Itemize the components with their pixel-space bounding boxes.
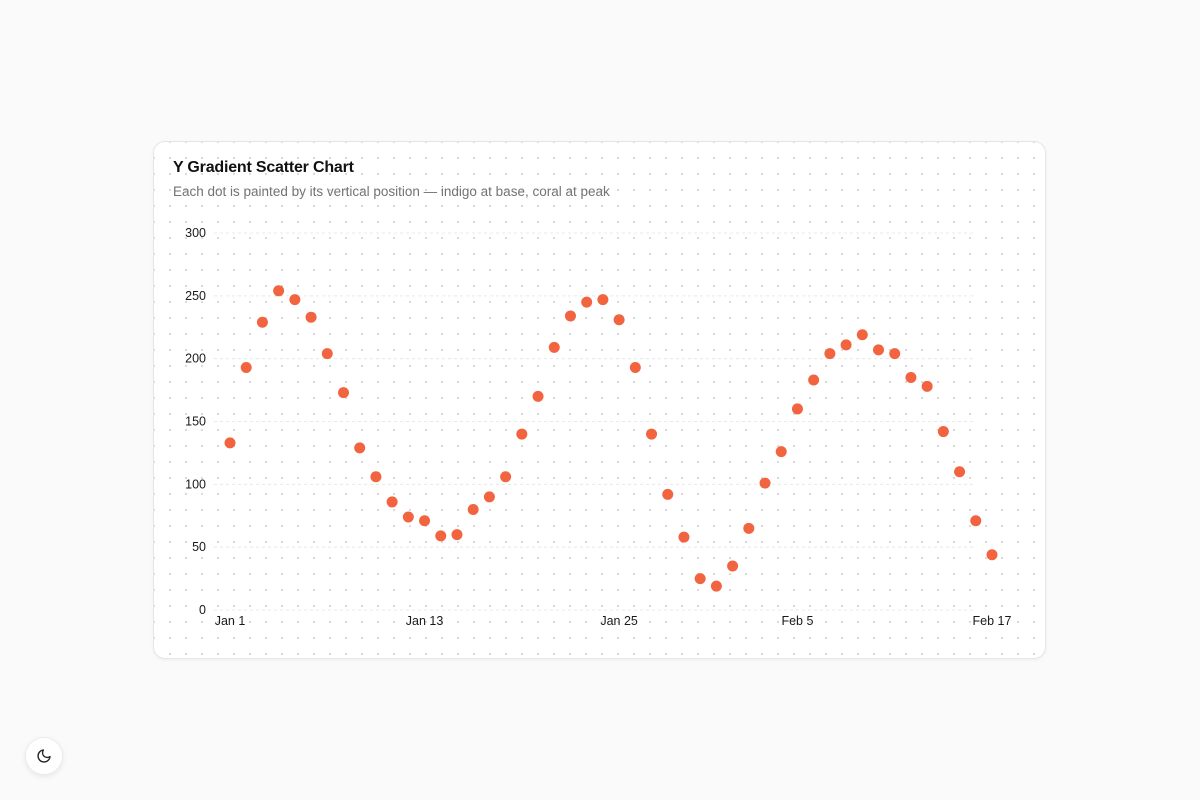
x-tick-label: Feb 17: [973, 614, 1012, 628]
data-point[interactable]: [467, 503, 479, 515]
data-point[interactable]: [937, 426, 949, 438]
theme-toggle-button[interactable]: [25, 737, 63, 775]
data-point[interactable]: [386, 496, 398, 508]
data-point[interactable]: [273, 285, 285, 297]
data-point[interactable]: [986, 549, 998, 561]
data-point[interactable]: [483, 491, 495, 503]
data-point[interactable]: [419, 515, 431, 527]
data-point[interactable]: [370, 471, 382, 483]
data-point[interactable]: [256, 316, 268, 328]
data-point[interactable]: [564, 310, 576, 322]
data-point[interactable]: [240, 361, 252, 373]
y-tick-label: 100: [185, 477, 206, 491]
data-point[interactable]: [597, 294, 609, 306]
data-point[interactable]: [321, 348, 333, 360]
data-point[interactable]: [613, 314, 625, 326]
data-point[interactable]: [694, 573, 706, 585]
scatter-plot: 0 50 100 150 200 250 300 Jan 1 Jan 13 Jan 25 Feb …: [185, 226, 1012, 628]
grid-lines: [214, 232, 976, 611]
x-tick-label: Jan 13: [406, 614, 444, 628]
x-tick-label: Jan 1: [215, 614, 246, 628]
data-point[interactable]: [889, 348, 901, 360]
x-axis-ticks: Jan 1 Jan 13 Jan 25 Feb 5 Feb 17: [215, 614, 1012, 628]
chart-card: Y Gradient Scatter Chart Each dot is pai…: [153, 141, 1046, 659]
data-points: [224, 285, 998, 592]
data-point[interactable]: [678, 531, 690, 543]
data-point[interactable]: [743, 522, 755, 534]
data-point[interactable]: [775, 446, 787, 458]
y-tick-label: 250: [185, 289, 206, 303]
data-point[interactable]: [873, 344, 885, 356]
data-point[interactable]: [629, 361, 641, 373]
y-tick-label: 0: [199, 603, 206, 617]
data-point[interactable]: [840, 339, 852, 351]
data-point[interactable]: [451, 529, 463, 541]
data-point[interactable]: [646, 428, 658, 440]
data-point[interactable]: [435, 530, 447, 542]
chart-title: Y Gradient Scatter Chart: [173, 159, 354, 176]
data-point[interactable]: [954, 466, 966, 478]
data-point[interactable]: [337, 387, 349, 399]
data-point[interactable]: [305, 311, 317, 323]
data-point[interactable]: [710, 580, 722, 592]
data-point[interactable]: [759, 477, 771, 489]
x-tick-label: Feb 5: [781, 614, 813, 628]
data-point[interactable]: [727, 560, 739, 572]
data-point[interactable]: [354, 442, 366, 454]
data-point[interactable]: [856, 329, 868, 341]
data-point[interactable]: [548, 341, 560, 353]
y-tick-label: 200: [185, 352, 206, 366]
data-point[interactable]: [662, 488, 674, 500]
data-point[interactable]: [824, 348, 836, 360]
data-point[interactable]: [921, 380, 933, 392]
data-point[interactable]: [905, 372, 917, 384]
data-point[interactable]: [516, 428, 528, 440]
data-point[interactable]: [970, 515, 982, 527]
y-tick-label: 150: [185, 415, 206, 429]
x-tick-label: Jan 25: [600, 614, 638, 628]
y-tick-label: 50: [192, 540, 206, 554]
y-axis-ticks: 0 50 100 150 200 250 300: [185, 226, 206, 617]
chart-subtitle: Each dot is painted by its vertical posi…: [173, 184, 610, 199]
y-tick-label: 300: [185, 226, 206, 240]
data-point[interactable]: [224, 437, 236, 449]
data-point[interactable]: [581, 296, 593, 308]
data-point[interactable]: [500, 471, 512, 483]
data-point[interactable]: [808, 374, 820, 386]
data-point[interactable]: [791, 403, 803, 415]
moon-icon: [36, 748, 52, 764]
data-point[interactable]: [289, 294, 301, 306]
data-point[interactable]: [402, 511, 414, 523]
data-point[interactable]: [532, 390, 544, 402]
